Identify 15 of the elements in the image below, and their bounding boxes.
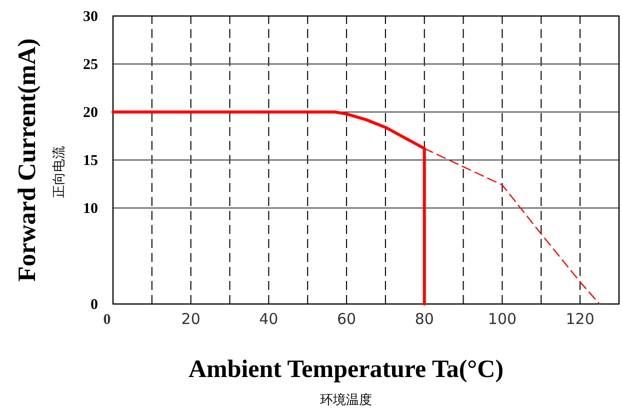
y-axis-title: Forward Current(mA) 正向电流 [14, 38, 67, 282]
x-tick-label: 60 [336, 310, 356, 328]
x-tick-label: 100 [488, 310, 517, 328]
x-tick-label: 20 [181, 310, 200, 328]
x-tick-label: 40 [259, 310, 278, 328]
x-axis-title: Ambient Temperature Ta(°C) 环境温度 [188, 356, 504, 408]
y-tick-label: 0 [90, 297, 98, 313]
y-tick-label: 20 [83, 105, 98, 121]
y-tick-label: 25 [83, 57, 98, 73]
x-tick-label: 120 [566, 310, 594, 328]
y-tick-label: 10 [83, 201, 98, 217]
y-tick-label: 30 [83, 9, 98, 25]
x-tick-label: 0 [103, 312, 111, 328]
x-tick-label: 80 [414, 310, 434, 328]
y-tick-label: 15 [83, 153, 98, 169]
